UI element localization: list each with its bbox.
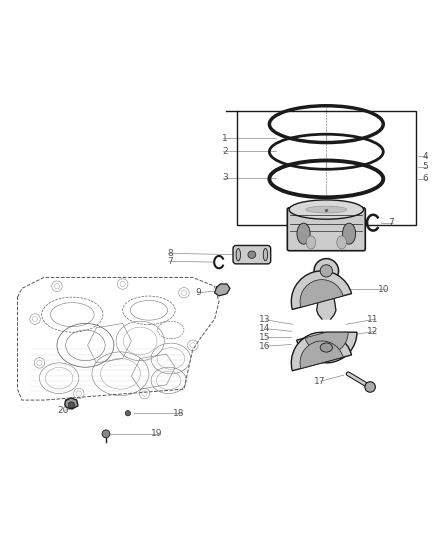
- Text: 17: 17: [314, 377, 325, 386]
- Ellipse shape: [297, 223, 310, 244]
- Text: 10: 10: [378, 285, 389, 294]
- Text: 11: 11: [367, 314, 378, 324]
- Text: 2: 2: [222, 147, 228, 156]
- Text: 5: 5: [423, 162, 428, 171]
- Ellipse shape: [263, 248, 268, 261]
- Text: 14: 14: [259, 324, 271, 333]
- FancyBboxPatch shape: [287, 208, 365, 251]
- Wedge shape: [300, 341, 343, 368]
- Text: 16: 16: [259, 342, 271, 351]
- Ellipse shape: [306, 236, 316, 249]
- Ellipse shape: [248, 251, 256, 259]
- Wedge shape: [305, 332, 348, 354]
- Circle shape: [314, 259, 339, 283]
- Circle shape: [68, 402, 74, 408]
- Polygon shape: [215, 284, 230, 296]
- Ellipse shape: [306, 206, 347, 213]
- Bar: [237, 111, 416, 225]
- Wedge shape: [300, 280, 343, 307]
- Text: 13: 13: [259, 316, 271, 325]
- Ellipse shape: [343, 223, 356, 244]
- Text: 7: 7: [167, 257, 173, 266]
- Circle shape: [320, 265, 332, 277]
- Text: 18: 18: [173, 409, 184, 418]
- Text: 9: 9: [196, 288, 201, 297]
- Text: 8: 8: [167, 249, 173, 258]
- Circle shape: [125, 410, 131, 416]
- Text: 12: 12: [367, 327, 378, 336]
- Text: 15: 15: [259, 333, 271, 342]
- Ellipse shape: [289, 200, 364, 219]
- Ellipse shape: [320, 343, 332, 352]
- Polygon shape: [65, 398, 78, 409]
- Circle shape: [102, 430, 110, 438]
- Ellipse shape: [337, 236, 346, 249]
- Wedge shape: [291, 332, 352, 371]
- Text: 3: 3: [222, 173, 228, 182]
- Text: 7: 7: [389, 218, 394, 227]
- Text: 1: 1: [222, 134, 228, 143]
- Text: 19: 19: [151, 429, 162, 438]
- Circle shape: [365, 382, 375, 392]
- Ellipse shape: [236, 248, 240, 261]
- FancyBboxPatch shape: [233, 246, 271, 264]
- Text: 6: 6: [423, 174, 428, 183]
- Wedge shape: [291, 271, 352, 310]
- Polygon shape: [317, 282, 336, 319]
- Wedge shape: [297, 332, 357, 363]
- Text: 4: 4: [423, 151, 428, 160]
- Text: 20: 20: [58, 406, 69, 415]
